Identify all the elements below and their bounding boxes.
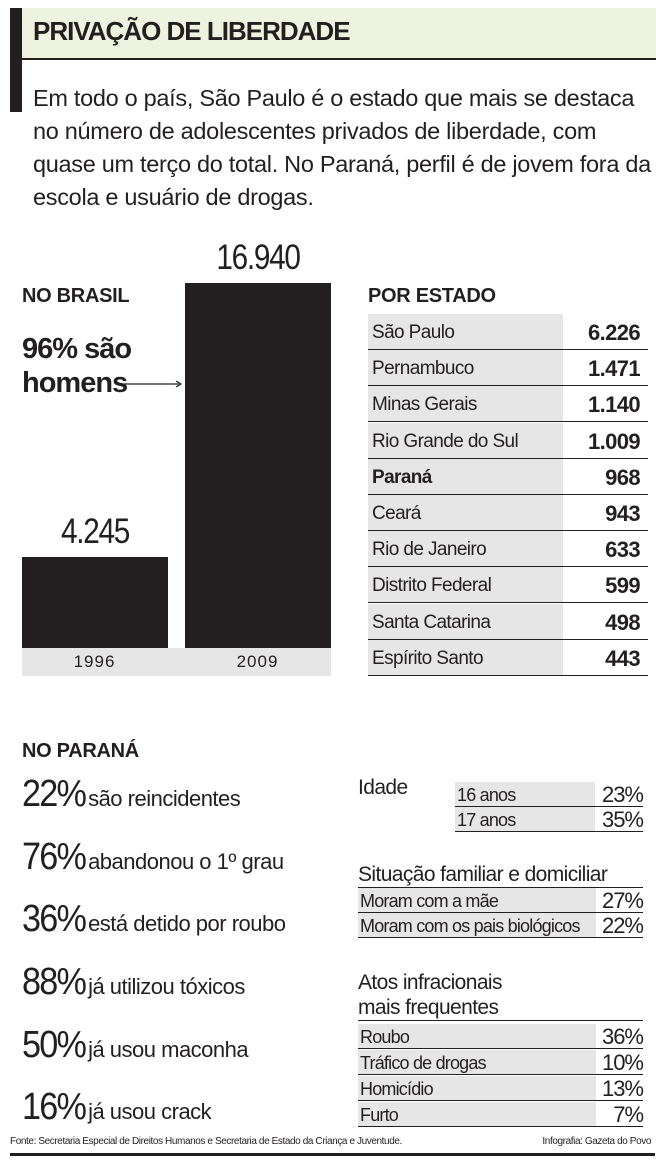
table-row: 17 anos 35% — [455, 807, 644, 832]
stat-text: está detido por roubo — [88, 911, 286, 936]
atos-title-1: Atos infracionais — [358, 971, 502, 994]
state-name: Rio de Janeiro — [368, 531, 563, 567]
familia-value: 27% — [601, 888, 644, 913]
atos-value: 10% — [601, 1050, 644, 1075]
x-tick-label: 1996 — [73, 652, 116, 671]
brasil-title: NO BRASIL — [22, 285, 130, 307]
state-name: Paraná — [368, 458, 563, 494]
idade-value: 23% — [601, 782, 644, 807]
table-row: Paraná 968 — [368, 458, 648, 495]
state-value: 943 — [605, 501, 641, 526]
stat-value: 36% — [22, 898, 87, 940]
state-name: Santa Catarina — [368, 603, 563, 639]
idade-label: 16 anos — [455, 782, 595, 806]
stat-item: 76% abandonou o 1º grau — [22, 836, 284, 879]
state-value: 968 — [605, 464, 641, 490]
stat-value: 22% — [22, 773, 87, 815]
x-axis-band — [22, 648, 331, 676]
parana-title: NO PARANÁ — [22, 740, 139, 762]
state-value: 6.226 — [587, 320, 641, 345]
footer: Fonte: Secretaria Especial de Direitos H… — [10, 1136, 655, 1156]
atos-label: Furto — [358, 1102, 596, 1126]
table-row: Rio Grande do Sul 1.009 — [368, 422, 648, 459]
stat-item: 88% já utilizou tóxicos — [22, 961, 245, 1004]
title-band — [22, 8, 656, 60]
intro-text: Em todo o país, São Paulo é o estado que… — [33, 85, 651, 210]
familia-value: 22% — [601, 913, 644, 938]
page-title: PRIVAÇÃO DE LIBERDADE — [33, 16, 351, 46]
stat-text: já usou crack — [88, 1099, 212, 1124]
atos-title-2: mais frequentes — [358, 995, 643, 1021]
state-value: 1.009 — [587, 428, 641, 454]
table-row: Homicídio 13% — [358, 1076, 644, 1101]
state-name: Espírito Santo — [368, 639, 563, 675]
state-name: São Paulo — [368, 314, 563, 349]
table-row: Roubo 36% — [358, 1024, 644, 1049]
table-row: Pernambuco 1.471 — [368, 350, 648, 387]
stat-value: 16% — [22, 1086, 87, 1128]
stat-value: 76% — [22, 836, 87, 878]
table-row: Distrito Federal 599 — [368, 567, 648, 604]
idade-label: 17 anos — [455, 807, 595, 831]
state-name: Distrito Federal — [368, 567, 563, 603]
credit-text: Infografia: Gazeta do Povo — [542, 1136, 651, 1147]
table-row: Tráfico de drogas 10% — [358, 1050, 644, 1075]
atos-value: 36% — [601, 1024, 644, 1049]
stat-value: 88% — [22, 961, 87, 1003]
state-name: Ceará — [368, 495, 563, 530]
stat-item: 50% já usou maconha — [22, 1024, 249, 1067]
state-name: Minas Gerais — [368, 386, 563, 422]
arrow-icon — [124, 380, 183, 388]
familia-title: Situação familiar e domiciliar — [358, 862, 643, 888]
state-value: 599 — [605, 573, 641, 599]
men-note-line2: homens — [22, 367, 128, 399]
table-row: Moram com os pais biológicos 22% — [358, 913, 644, 938]
state-name: Pernambuco — [368, 350, 563, 386]
table-row: Santa Catarina 498 — [368, 603, 648, 640]
familia-label: Moram com os pais biológicos — [358, 913, 596, 937]
table-row: Minas Gerais 1.140 — [368, 386, 648, 423]
stat-item: 36% está detido por roubo — [22, 898, 286, 941]
stat-item: 16% já usou crack — [22, 1086, 212, 1129]
table-row: Rio de Janeiro 633 — [368, 531, 648, 568]
stat-text: abandonou o 1º grau — [88, 849, 284, 874]
accent-bar — [10, 8, 22, 112]
atos-label: Roubo — [358, 1024, 596, 1048]
stat-value: 50% — [22, 1024, 87, 1066]
bar-value-label: 16.940 — [216, 238, 301, 277]
state-value: 633 — [605, 537, 641, 563]
por-estado-title: POR ESTADO — [368, 285, 496, 307]
x-tick-label: 2009 — [236, 652, 279, 671]
stat-text: já utilizou tóxicos — [88, 974, 245, 999]
table-row: 16 anos 23% — [455, 782, 644, 807]
bar-1996 — [22, 556, 168, 648]
atos-label: Homicídio — [358, 1076, 596, 1100]
table-row: Ceará 943 — [368, 495, 648, 531]
table-row: Moram com a mãe 27% — [358, 888, 644, 913]
men-note: 96% são homens — [22, 332, 132, 400]
stat-text: já usou maconha — [88, 1037, 249, 1062]
atos-value: 7% — [613, 1102, 644, 1127]
familia-label: Moram com a mãe — [358, 888, 596, 912]
state-value: 1.140 — [587, 392, 641, 418]
bar-value-label: 4.245 — [60, 511, 130, 551]
state-name: Rio Grande do Sul — [368, 422, 563, 458]
state-value: 443 — [605, 645, 641, 671]
stat-item: 22% são reincidentes — [22, 773, 241, 816]
table-row: São Paulo 6.226 — [368, 314, 648, 350]
idade-value: 35% — [601, 807, 644, 832]
atos-value: 13% — [601, 1076, 644, 1101]
table-row: Espírito Santo 443 — [368, 639, 648, 676]
atos-label: Tráfico de drogas — [358, 1050, 596, 1074]
source-text: Fonte: Secretaria Especial de Direitos H… — [10, 1136, 402, 1147]
state-value: 1.471 — [587, 356, 641, 382]
bar-2009 — [185, 283, 331, 648]
stat-text: são reincidentes — [88, 786, 241, 811]
table-row: Furto 7% — [358, 1102, 644, 1127]
idade-title: Idade — [358, 776, 408, 799]
state-value: 498 — [605, 609, 641, 635]
men-note-line1: 96% são — [22, 333, 132, 365]
